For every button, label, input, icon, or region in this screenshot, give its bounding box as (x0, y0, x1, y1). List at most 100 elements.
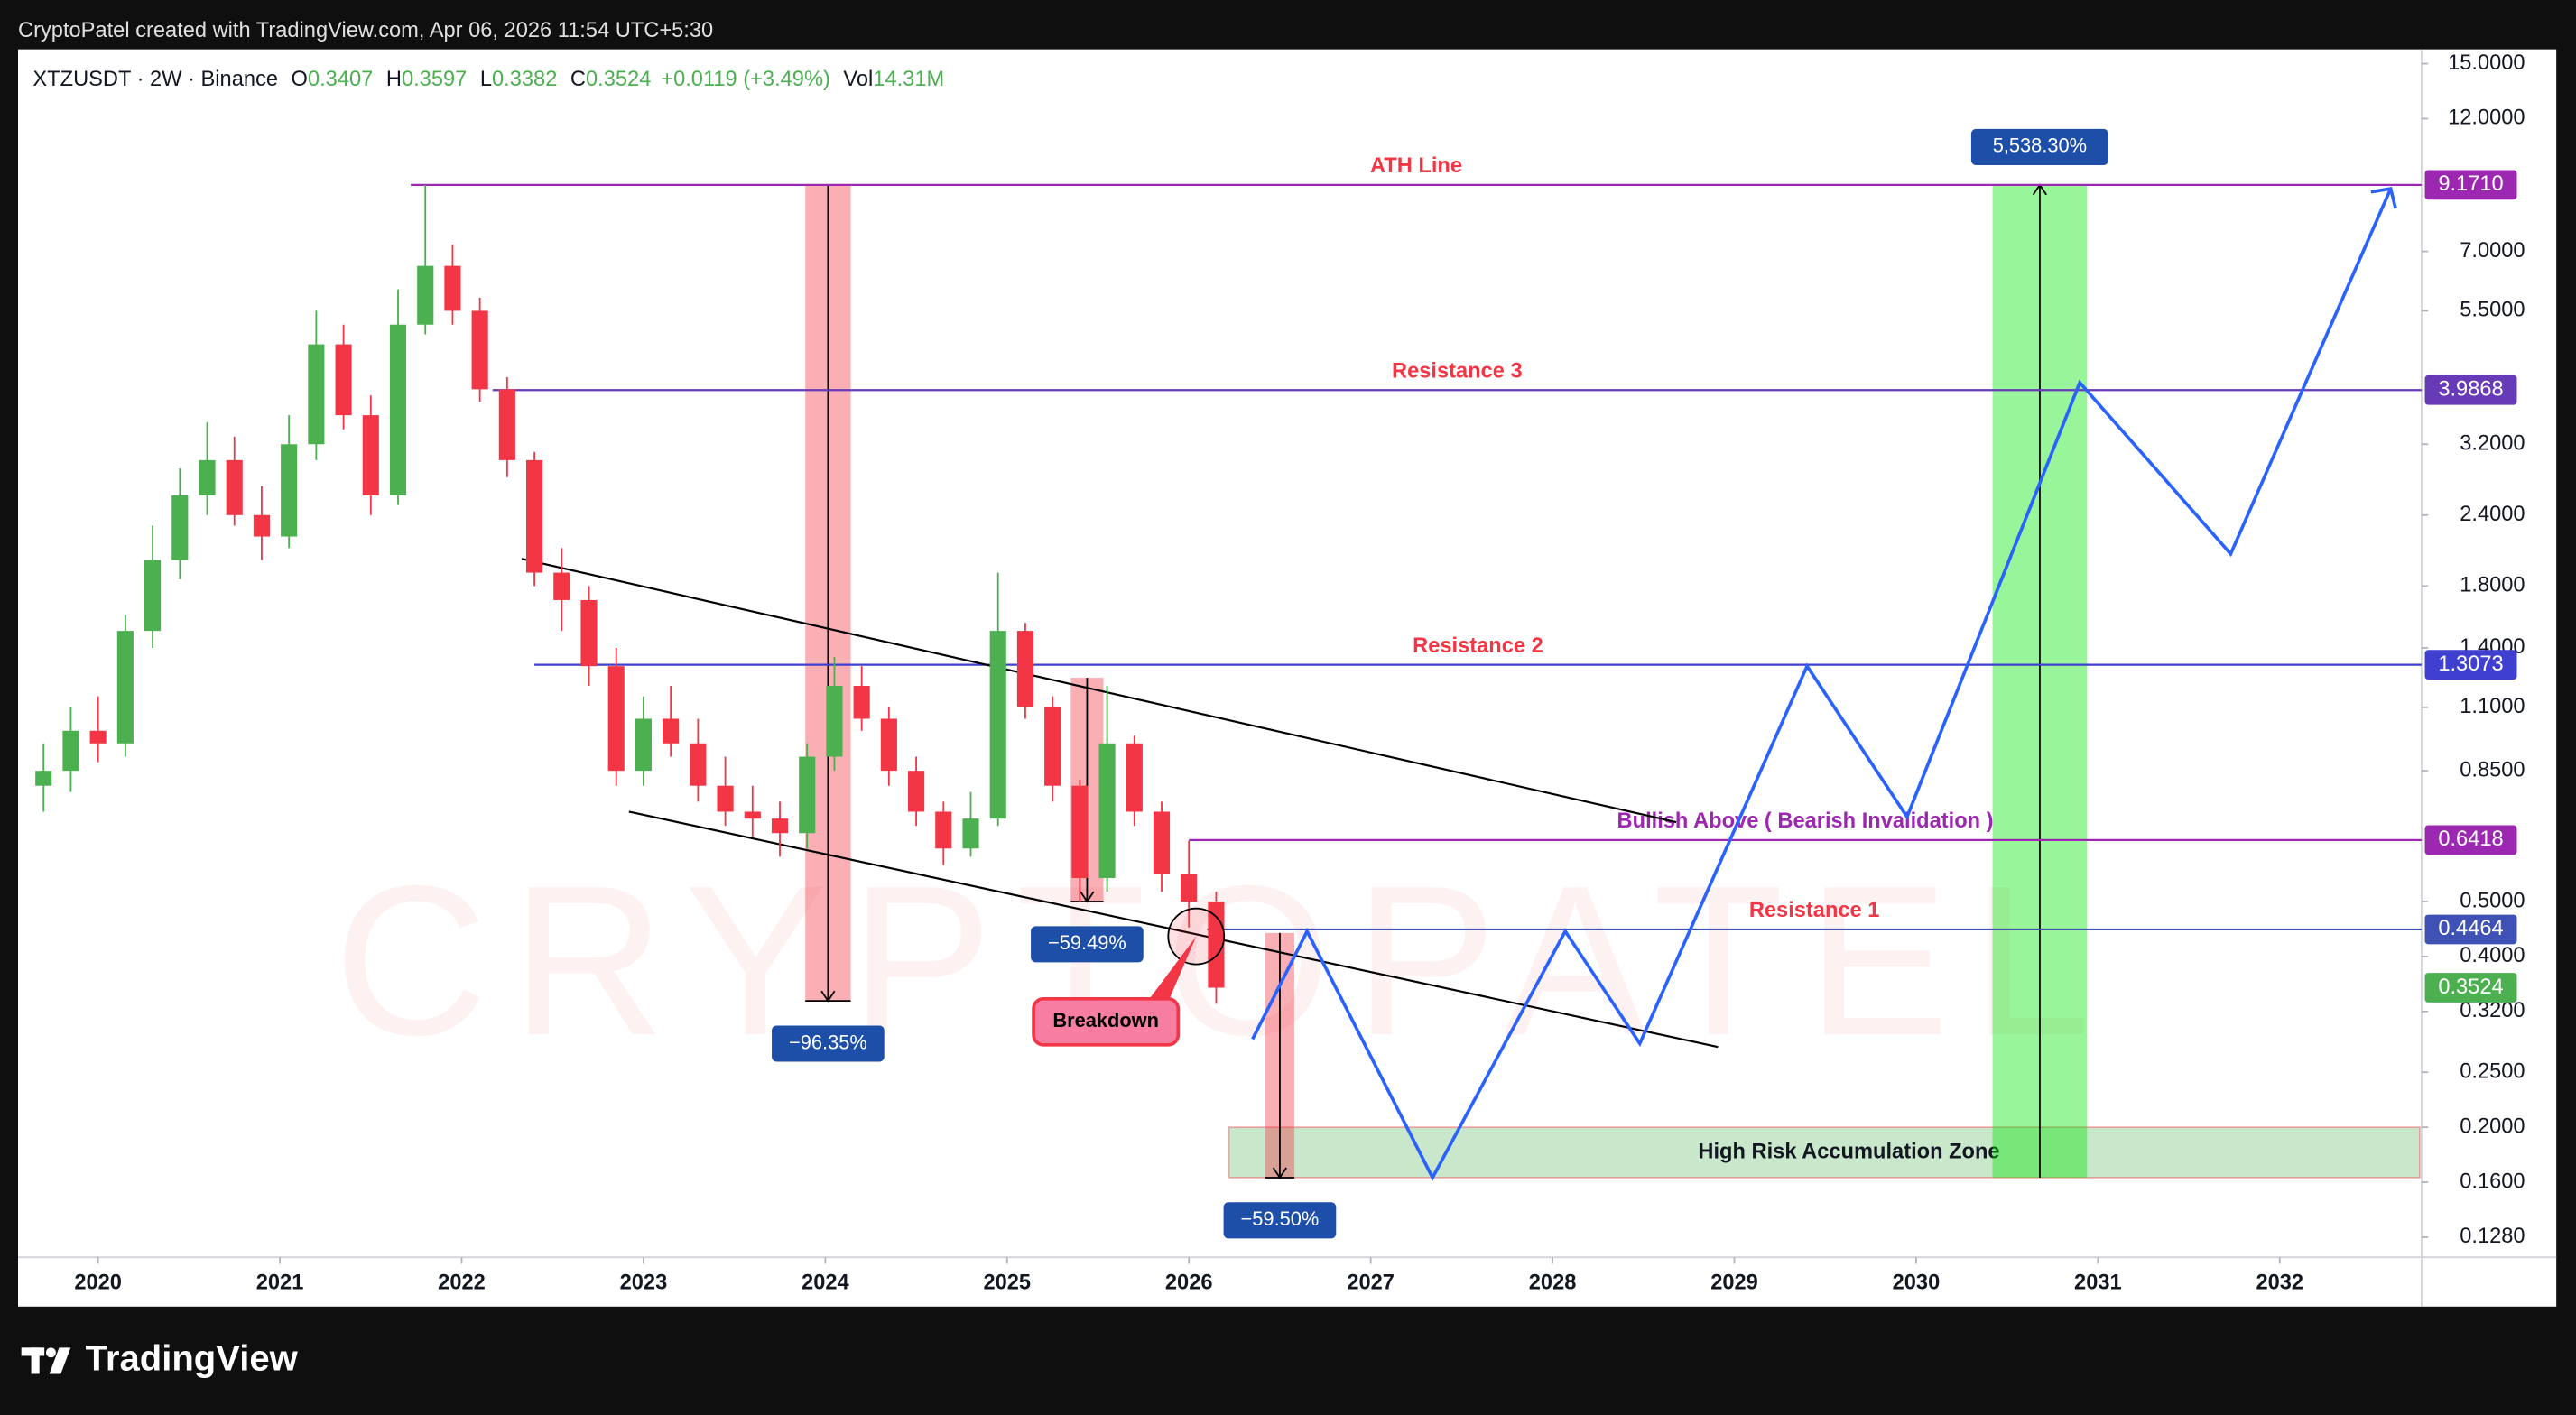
x-tick-label: 2026 (1165, 1272, 1213, 1295)
y-tick-label: 0.5000 (2460, 889, 2525, 912)
measure-label: 5,538.30% (1993, 134, 2087, 157)
level-label: Resistance 2 (1413, 634, 1543, 658)
y-tick-label: 7.0000 (2460, 239, 2525, 263)
measure-label: −59.49% (1048, 931, 1126, 954)
y-tick-label: 2.4000 (2460, 503, 2525, 526)
level-label: Resistance 1 (1749, 899, 1880, 922)
y-tick-label: 1.8000 (2460, 574, 2525, 597)
candle-body (771, 818, 789, 834)
x-tick-label: 2028 (1529, 1272, 1577, 1295)
breakdown-label: Breakdown (1052, 1009, 1159, 1031)
y-tick-label: 1.1000 (2460, 695, 2525, 718)
price-tag (2424, 914, 2517, 945)
price-tag-label: 0.6418 (2438, 828, 2503, 851)
legend-field-value: 0.3407 (308, 68, 373, 91)
candle-body (908, 771, 925, 812)
x-tick-label: 2030 (1893, 1272, 1941, 1295)
candle-body (144, 560, 162, 632)
measure-label: −96.35% (789, 1031, 867, 1053)
x-tick-label: 2024 (802, 1272, 849, 1295)
x-tick-label: 2032 (2256, 1272, 2303, 1295)
y-tick-label: 0.2500 (2460, 1059, 2525, 1083)
projection-arrowhead (2370, 187, 2397, 209)
candle-body (1071, 785, 1089, 878)
measure-label-bg (1031, 926, 1144, 963)
legend-field-label: O (292, 68, 308, 91)
candle-body (935, 811, 952, 849)
candle-body (444, 265, 461, 311)
x-tick-label: 2025 (983, 1272, 1031, 1295)
candle-body (744, 811, 761, 819)
price-tag-label: 0.4464 (2438, 917, 2503, 940)
x-tick-label: 2031 (2074, 1272, 2122, 1295)
legend-field-value: 0.3524 (586, 68, 651, 91)
last-price-tag (2424, 973, 2517, 1003)
chart-panel (18, 49, 2557, 1307)
level-label: Resistance 3 (1392, 359, 1523, 383)
candle-body (62, 730, 79, 772)
candle-body (1153, 811, 1171, 874)
y-tick-label: 0.3200 (2460, 999, 2525, 1022)
level-label: ATH Line (1370, 154, 1462, 178)
last-price-label: 0.3524 (2438, 976, 2503, 999)
legend: XTZUSDT · 2W · Binance O0.3407 H0.3597 L 0.3… (32, 68, 944, 91)
x-tick-label: 2022 (438, 1272, 486, 1295)
y-tick-label: 0.2000 (2460, 1114, 2525, 1138)
price-tag-label: 3.9868 (2438, 378, 2503, 402)
price-tag-label: 9.1710 (2438, 172, 2503, 196)
candle-body (362, 415, 379, 495)
y-tick-label: 15.0000 (2448, 51, 2525, 75)
price-tag (2424, 650, 2517, 680)
y-tick-label: 0.4000 (2460, 944, 2525, 967)
price-tag (2424, 375, 2517, 405)
x-tick-label: 2021 (256, 1272, 304, 1295)
candle-body (989, 631, 1006, 819)
legend-field-label: C (570, 68, 586, 91)
candle-body (663, 718, 680, 744)
candle-body (335, 344, 352, 416)
candle-body (717, 785, 734, 812)
candle-body (498, 389, 515, 460)
candle-body (880, 718, 897, 772)
y-tick-label: 3.2000 (2460, 432, 2525, 456)
legend-field-label: H (386, 68, 402, 91)
plot: CRYPTOPATELXTZUSDT · 2W · BinanceO0.3407… (32, 51, 2525, 1295)
candle-body (471, 310, 488, 390)
legend-change: +0.0119 (+3.49%) (661, 68, 830, 91)
candle-body (635, 718, 652, 772)
candle-body (1181, 874, 1198, 902)
breakdown-pointer (1146, 936, 1197, 1006)
candle-body (35, 771, 52, 786)
legend-volume: 14.31M (873, 68, 944, 91)
candle-body (1016, 631, 1033, 708)
x-tick-label: 2027 (1347, 1272, 1395, 1295)
candle-body (1044, 707, 1061, 786)
candle-body (253, 514, 271, 537)
y-tick-label: 0.8500 (2460, 758, 2525, 781)
x-tick-label: 2023 (620, 1272, 668, 1295)
measure-label-bg (1970, 128, 2108, 165)
header-title: CryptoPatel created with TradingView.com… (18, 19, 713, 42)
candle-body (389, 324, 407, 495)
measure-label-bg (1223, 1202, 1337, 1239)
candle-body (826, 686, 843, 757)
candle-body (1098, 743, 1116, 878)
candle-body (116, 631, 134, 744)
candle-body (226, 459, 243, 515)
legend-volume-label: Vol (843, 68, 873, 91)
candle-body (853, 686, 870, 719)
trendline (628, 810, 1719, 1049)
legend-symbol: XTZUSDT · 2W · Binance (32, 68, 278, 91)
x-tick-label: 2020 (74, 1272, 122, 1295)
candle-body (553, 572, 570, 600)
y-tick-label: 0.1280 (2460, 1225, 2525, 1248)
legend-field-value: 0.3597 (402, 68, 467, 91)
y-tick-label: 0.1600 (2460, 1170, 2525, 1193)
legend-field-label: L (480, 68, 492, 91)
price-tag-label: 1.3073 (2438, 652, 2503, 676)
candle-body (607, 666, 625, 772)
candle-body (417, 265, 434, 325)
candle-body (1126, 743, 1143, 812)
